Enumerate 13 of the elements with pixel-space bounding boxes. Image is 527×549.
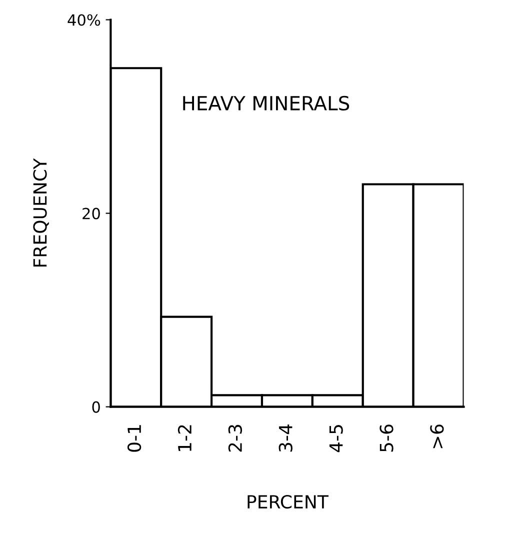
x-tick-label: 3-4 <box>278 424 292 452</box>
x-tick-label: 2-3 <box>228 424 242 452</box>
y-axis-title: FREQUENCY <box>33 158 49 267</box>
x-axis-title: PERCENT <box>248 494 329 509</box>
y-tick-label: 0 <box>92 401 100 413</box>
y-tick-label: 40% <box>68 14 100 26</box>
y-tick-label: 20 <box>82 208 100 220</box>
x-tick-label: 4-5 <box>329 425 343 452</box>
x-tick-label: >6 <box>430 424 444 448</box>
text: HEAVY MINERALS <box>183 96 350 111</box>
x-tick-label: 0-1 <box>127 425 142 452</box>
x-tick-label: 1-2 <box>178 425 192 451</box>
x-tick-label: 5-6 <box>380 424 394 452</box>
